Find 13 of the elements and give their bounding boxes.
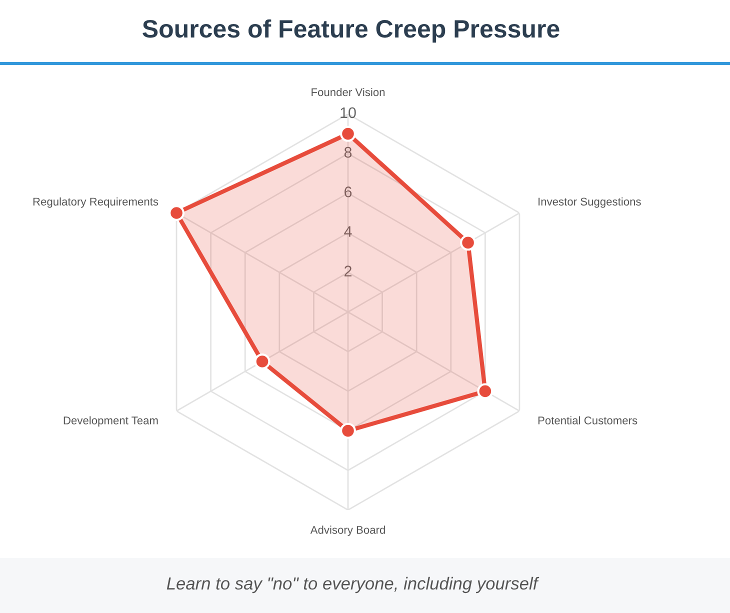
chart-title: Sources of Feature Creep Pressure [142, 19, 560, 43]
text: Learn to say "no" to everyone, including yourself [166, 576, 540, 594]
y-tick-label: 2 [344, 266, 352, 276]
y-tick-label: 8 [344, 146, 352, 158]
spoke-label: Regulatory Requirements [33, 197, 158, 208]
spoke-label: Advisory Board [310, 526, 385, 536]
y-tick-label: 4 [344, 226, 352, 237]
spoke-label: Potential Customers [538, 416, 638, 424]
spoke-label: Founder Vision [312, 88, 385, 96]
y-tick-label: 6 [344, 186, 352, 198]
spoke-label: Development Team [64, 416, 158, 427]
y-tick-label: 10 [340, 107, 356, 118]
spoke-label: Investor Suggestions [538, 197, 641, 208]
